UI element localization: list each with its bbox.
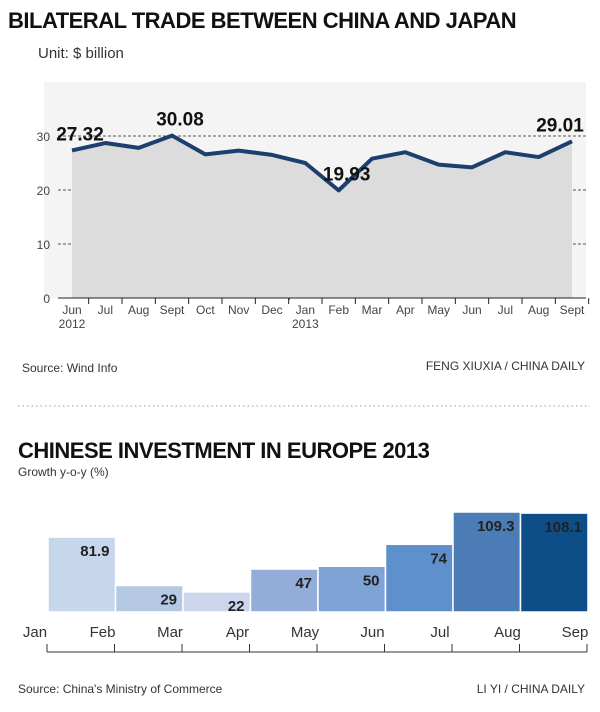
x-tick-label: Jun (462, 303, 481, 317)
y-tick-label: 10 (37, 238, 51, 252)
value-label: 30.08 (156, 110, 204, 131)
x-tick-label: May (291, 624, 320, 641)
bar (519, 512, 589, 613)
x-tick-label: Nov (228, 303, 249, 317)
bar (249, 568, 319, 613)
value-label: 29.01 (536, 115, 584, 136)
x-tick-label: Aug (494, 624, 521, 641)
x-tick-label: Feb (90, 624, 116, 641)
x-tick-label: Jan 2013 (292, 303, 319, 331)
x-tick-label: Jun (360, 624, 384, 641)
area (72, 135, 572, 298)
y-tick-label: 30 (37, 130, 51, 144)
value-label: 27.32 (56, 124, 104, 145)
source: Source: Wind Info (22, 361, 118, 375)
value-label: 19.93 (323, 164, 371, 185)
x-tick-label: Mar (362, 303, 383, 317)
x-tick-label: Aug (528, 303, 549, 317)
chart-subtitle: Unit: $ billion (38, 45, 124, 62)
y-tick-label: 20 (37, 184, 51, 198)
chart-title: BILATERAL TRADE BETWEEN CHINA AND JAPAN (8, 8, 516, 33)
x-tick-label: Sept (160, 303, 185, 317)
chart-title: CHINESE INVESTMENT IN EUROPE 2013 (18, 438, 430, 463)
y-tick-label: 0 (43, 292, 50, 306)
value-label: 109.3 (477, 518, 515, 535)
x-tick-label: Sep (562, 624, 589, 641)
value-label: 74 (430, 550, 447, 567)
value-label: 108.1 (544, 519, 582, 536)
x-tick-label: Feb (328, 303, 349, 317)
credit: FENG XIUXIA / CHINA DAILY (426, 359, 585, 373)
credit: LI YI / CHINA DAILY (477, 682, 585, 696)
x-tick-label: Apr (226, 624, 249, 641)
x-tick-label: Jun 2012 (59, 303, 86, 331)
value-label: 47 (295, 575, 312, 592)
bar (384, 543, 454, 613)
x-tick-label: Jul (98, 303, 113, 317)
x-tick-label: Aug (128, 303, 149, 317)
x-tick-label: Oct (196, 303, 215, 317)
x-tick-label: Sept (560, 303, 585, 317)
value-label: 29 (160, 591, 177, 608)
x-tick-label: Jul (430, 624, 449, 641)
value-label: 22 (228, 598, 245, 615)
value-label: 50 (363, 572, 380, 589)
x-tick-label: Jul (498, 303, 513, 317)
x-tick-label: Jan (23, 624, 47, 641)
value-label: 81.9 (80, 543, 109, 560)
x-tick-label: Mar (157, 624, 183, 641)
x-tick-label: Dec (261, 303, 282, 317)
x-tick-label: Apr (396, 303, 415, 317)
chart-subtitle: Growth y-o-y (%) (18, 465, 109, 479)
x-tick-label: May (427, 303, 450, 317)
source: Source: China's Ministry of Commerce (18, 682, 223, 696)
line (71, 133, 573, 193)
bar (47, 536, 117, 613)
bar (114, 584, 184, 613)
